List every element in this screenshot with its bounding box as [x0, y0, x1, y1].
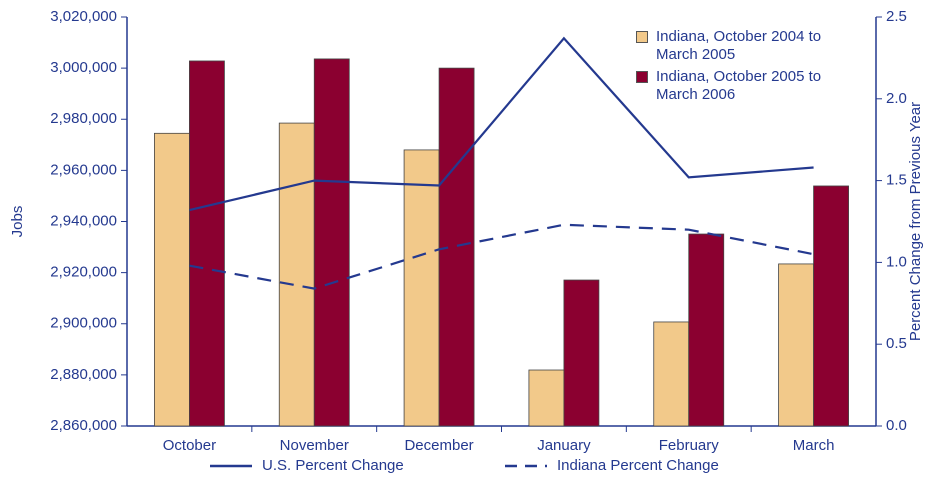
y2-tick-label: 1.5 — [886, 172, 907, 189]
y-tick-label: 2,940,000 — [50, 212, 117, 229]
legend-item: Indiana, October 2004 to March 2005 — [636, 28, 851, 64]
legend-swatch — [636, 71, 648, 83]
x-tick-label: December — [404, 437, 473, 454]
line-series — [189, 36, 814, 212]
x-tick-label: January — [537, 437, 591, 454]
bar — [653, 321, 690, 427]
y2-tick-label: 2.5 — [886, 8, 907, 25]
y-axis-title: Jobs — [9, 206, 26, 238]
bar — [313, 58, 350, 427]
y-tick-label: 2,860,000 — [50, 417, 117, 434]
bar — [528, 369, 565, 427]
y2-tick-label: 1.0 — [886, 253, 907, 270]
y-tick-label: 2,920,000 — [50, 264, 117, 281]
y2-tick-label: 0.0 — [886, 417, 907, 434]
x-tick-label: February — [659, 437, 720, 454]
legend-label: Indiana Percent Change — [557, 457, 719, 474]
bar — [154, 132, 190, 427]
bar — [438, 67, 475, 427]
legend-label: Indiana, October 2005 to March 2006 — [656, 68, 822, 103]
bar — [278, 122, 315, 427]
legend-label: Indiana, October 2004 to March 2005 — [656, 28, 822, 63]
legend-label: U.S. Percent Change — [262, 457, 404, 474]
y-tick-label: 3,020,000 — [50, 8, 117, 25]
x-tick-label: November — [280, 437, 349, 454]
bar — [403, 149, 440, 427]
bar — [563, 279, 600, 427]
legend-item: Indiana, October 2005 to March 2006 — [636, 68, 851, 104]
y-tick-label: 3,000,000 — [50, 59, 117, 76]
x-tick-label: October — [163, 437, 216, 454]
x-tick-label: March — [793, 437, 835, 454]
y-tick-label: 2,880,000 — [50, 366, 117, 383]
bar — [813, 185, 849, 427]
legend-swatch — [636, 31, 648, 43]
y2-tick-label: 2.0 — [886, 90, 907, 107]
y-tick-label: 2,900,000 — [50, 315, 117, 332]
y2-axis-title: Percent Change from Previous Year — [907, 102, 924, 341]
bar — [189, 60, 225, 427]
y-tick-label: 2,980,000 — [50, 110, 117, 127]
legend: Indiana, October 2004 to March 2005 India… — [636, 28, 851, 108]
y2-tick-label: 0.5 — [886, 335, 907, 352]
bar — [688, 233, 725, 427]
bar — [778, 263, 814, 427]
line-series — [189, 223, 814, 290]
y-tick-label: 2,960,000 — [50, 161, 117, 178]
